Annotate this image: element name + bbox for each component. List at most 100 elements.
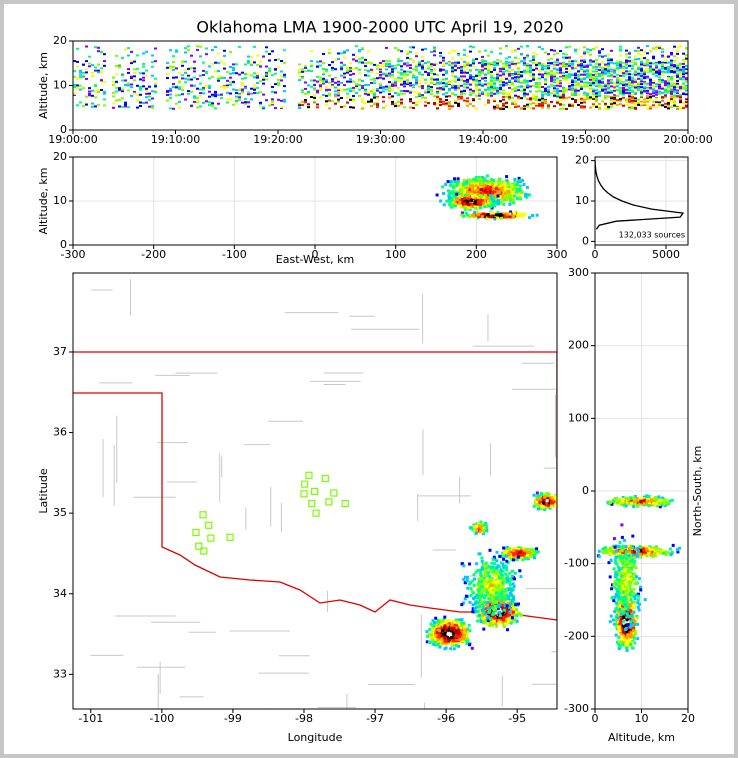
density-cell [452,632,456,636]
density-cell [445,82,448,85]
density-cell [298,104,301,107]
density-cell [505,60,508,63]
density-cell [517,95,520,98]
density-cell [139,105,142,107]
density-cell [460,201,464,205]
density-cell [643,50,646,53]
density-cell [556,68,559,71]
density-cell [232,80,235,83]
density-cell [522,183,526,186]
density-cell [430,624,434,628]
density-cell [115,90,118,93]
density-cell [634,86,637,89]
density-cell [586,48,589,51]
density-cell [310,85,313,88]
density-cell [172,61,175,63]
density-cell [535,53,538,56]
density-cell [340,89,343,92]
density-cell [616,64,619,67]
density-cell [505,69,508,72]
density-cell [574,92,577,95]
density-cell [511,102,514,105]
density-cell [649,107,652,110]
density-cell [145,96,148,99]
density-cell [418,100,421,103]
density-cell [595,71,598,74]
density-cell [409,106,412,109]
density-cell [493,200,497,204]
density-cell [580,59,583,62]
density-cell [85,60,88,63]
density-cell [571,92,574,95]
density-cell [76,104,79,107]
density-cell [568,82,571,85]
density-cell [265,74,268,77]
density-cell [613,71,616,74]
density-cell [431,619,435,623]
density-cell [469,75,472,78]
density-cell [480,215,484,219]
density-cell [625,88,628,91]
density-cell [483,184,487,188]
density-cell [580,55,583,58]
density-cell [679,45,682,48]
density-cell [214,46,217,48]
density-cell [640,78,643,81]
density-cell [304,67,307,69]
density-cell [649,86,652,89]
density-cell [577,62,580,65]
density-cell [451,86,454,89]
density-cell [568,75,571,78]
density-cell [493,61,496,64]
density-cell [154,82,157,85]
density-cell [685,93,688,96]
density-cell [454,200,458,204]
density-cell [388,87,391,90]
density-cell [661,72,664,75]
density-cell [454,634,458,638]
density-cell [514,90,517,92]
density-cell [409,64,412,67]
density-cell [592,70,595,73]
density-cell [145,101,148,104]
density-cell [280,60,283,62]
density-cell [313,87,316,90]
density-cell [443,636,447,640]
density-cell [518,196,522,200]
density-cell [361,98,364,101]
density-cell [520,191,524,195]
density-cell [349,67,352,70]
density-cell [103,60,106,63]
density-cell [607,79,610,82]
density-cell [250,62,253,65]
density-cell [397,79,400,82]
density-cell [661,98,664,101]
density-cell [469,202,473,206]
density-cell [100,67,103,70]
density-cell [673,74,676,77]
density-cell [607,53,610,56]
density-cell [352,86,355,89]
density-cell [673,84,676,87]
density-cell [667,87,670,90]
density-cell [556,92,559,95]
density-cell [301,90,304,93]
density-cell [571,97,574,100]
density-cell [610,72,613,75]
density-cell [454,85,457,88]
density-cell [406,56,409,59]
density-cell [571,89,574,92]
density-cell [460,621,464,625]
density-cell [454,78,457,81]
density-cell [154,60,157,63]
density-cell [250,63,253,66]
y-tick-label: 0 [582,234,589,247]
density-cell [352,98,355,101]
density-cell [625,101,628,104]
density-cell [625,72,628,75]
density-cell [658,92,661,95]
density-cell [559,107,562,110]
density-cell [454,61,457,64]
density-cell [454,101,457,104]
density-cell [220,60,223,63]
